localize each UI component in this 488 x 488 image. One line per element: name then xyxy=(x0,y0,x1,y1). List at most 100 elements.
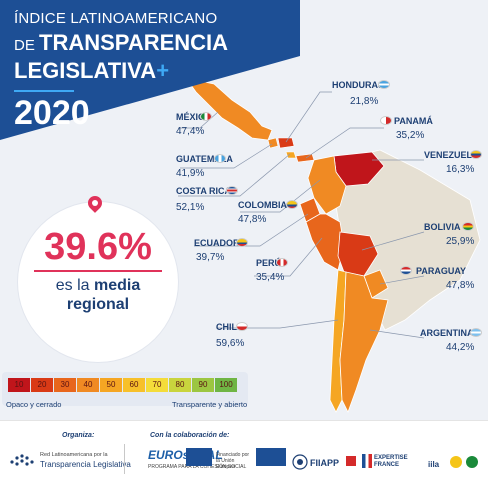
label-mexico: MÉXICO xyxy=(176,112,212,122)
leader-colombia xyxy=(240,179,321,213)
seal-2-icon xyxy=(466,456,478,468)
eu-flag-icon xyxy=(186,448,212,466)
value-bolivia: 25,9% xyxy=(446,236,475,247)
label-venezuela: VENEZUELA xyxy=(424,150,479,160)
title-line-2: DE TRANSPARENCIA xyxy=(14,30,229,55)
label-chile: CHILE xyxy=(216,322,243,332)
label-honduras: HONDURAS xyxy=(332,80,385,90)
flag-mexico-icon xyxy=(200,112,212,121)
value-paraguay: 47,8% xyxy=(446,280,475,291)
label-colombia: COLOMBIA xyxy=(238,200,287,210)
seal-1-icon xyxy=(450,456,462,468)
financiado-text: Financiado por la Unión Europea xyxy=(216,452,250,470)
scale-step: 10 xyxy=(8,378,30,392)
regional-mean-text: es la media regional xyxy=(55,277,141,313)
value-panama: 35,2% xyxy=(396,130,425,141)
flag-panama-icon xyxy=(380,116,392,125)
flag-venezuela-icon xyxy=(470,150,482,159)
value-colombia: 47,8% xyxy=(238,214,267,225)
value-chile: 59,6% xyxy=(216,338,245,349)
country-guatemala xyxy=(267,137,279,149)
regional-mean-divider xyxy=(34,270,162,272)
label-panama: PANAMÁ xyxy=(394,116,433,126)
scale-step: 90 xyxy=(192,378,214,392)
eu-logo-2-icon xyxy=(256,448,286,466)
scale-left-label: Opaco y cerrado xyxy=(6,400,62,409)
leader-guatemala xyxy=(180,143,273,169)
flag-guatemala-icon xyxy=(214,154,226,163)
flag-colombia-icon xyxy=(286,200,298,209)
title-divider xyxy=(14,90,74,92)
value-venezuela: 16,3% xyxy=(446,164,475,175)
scale-step: 60 xyxy=(123,378,145,392)
leader-paraguay xyxy=(379,275,425,285)
country-panama xyxy=(295,153,315,163)
scale-step: 80 xyxy=(169,378,191,392)
flag-paraguay-icon xyxy=(400,266,412,275)
value-peru: 35,4% xyxy=(256,272,285,283)
title-line-3: LEGISLATIVA+ xyxy=(14,58,170,83)
scale-step: 50 xyxy=(100,378,122,392)
leader-peru xyxy=(254,237,323,277)
flag-argentina-icon xyxy=(470,328,482,337)
value-honduras: 21,8% xyxy=(350,96,379,107)
scale-step: 100 xyxy=(215,378,237,392)
leader-mexico xyxy=(178,111,219,129)
value-argentina: 44,2% xyxy=(446,342,475,353)
expertise-france-logo: EXPERTISE FRANCE xyxy=(374,455,408,468)
iila-logo: iila xyxy=(428,460,440,469)
leader-bolivia xyxy=(361,231,425,251)
flag-chile-icon xyxy=(236,322,248,331)
footer xyxy=(0,420,488,488)
plus-icon: + xyxy=(156,58,170,83)
footer-organiza-label: Organiza: xyxy=(62,432,95,439)
leader-argentina xyxy=(369,329,425,339)
scale-right-label: Transparente y abierto xyxy=(172,400,248,409)
footer-red-line2: Transparencia Legislativa xyxy=(40,460,131,469)
footer-divider xyxy=(124,444,125,474)
scale-step: 70 xyxy=(146,378,168,392)
label-ecuador: ECUADOR xyxy=(194,238,240,248)
country-costa-rica xyxy=(285,151,297,159)
value-ecuador: 39,7% xyxy=(196,252,225,263)
fiiapp-logo-icon xyxy=(292,454,308,470)
country-argentina xyxy=(339,271,389,414)
label-bolivia: BOLIVIA xyxy=(424,222,461,232)
title-line-1: ÍNDICE LATINOAMERICANO xyxy=(14,10,218,27)
label-peru: PERÚ xyxy=(256,258,282,268)
fiiapp-logo: FIIAPP xyxy=(310,458,340,468)
country-honduras xyxy=(277,137,295,149)
value-guatemala: 41,9% xyxy=(176,168,205,179)
country-peru xyxy=(305,213,345,271)
footer-colaboracion-label: Con la colaboración de: xyxy=(150,432,230,439)
flag-honduras-icon xyxy=(378,80,390,89)
value-costa-rica: 52,1% xyxy=(176,202,205,213)
label-guatemala: GUATEMALA xyxy=(176,154,233,164)
leader-panama xyxy=(305,127,384,159)
leader-honduras xyxy=(285,91,332,143)
title-year: 2020 xyxy=(14,94,90,132)
leader-ecuador xyxy=(194,213,309,247)
flag-bolivia-icon xyxy=(462,222,474,231)
spain-logo-icon xyxy=(346,456,356,466)
regional-mean-circle xyxy=(18,202,178,362)
scale-step: 30 xyxy=(54,378,76,392)
country-colombia xyxy=(307,155,347,215)
footer-red-line1: Red Latinoamericana por la xyxy=(40,452,108,458)
eurosocial-subtitle: PROGRAMA PARA LA COHESIÓN SOCIAL xyxy=(148,464,247,470)
label-paraguay: PARAGUAY xyxy=(416,266,467,276)
flag-costa-rica-icon xyxy=(226,186,238,195)
label-costa-rica: COSTA RICA xyxy=(176,186,231,196)
regional-mean-value: 39.6% xyxy=(44,226,152,268)
value-mexico: 47,4% xyxy=(176,126,205,137)
flag-peru-icon xyxy=(276,258,288,267)
leader-costa-rica xyxy=(178,153,291,197)
scale-step: 40 xyxy=(77,378,99,392)
red-logo-icon xyxy=(10,454,34,466)
flag-ecuador-icon xyxy=(236,238,248,247)
latin-america-map xyxy=(178,77,481,414)
france-logo-icon xyxy=(362,454,372,468)
label-argentina: ARGENTINA xyxy=(420,328,474,338)
scale-step: 20 xyxy=(31,378,53,392)
